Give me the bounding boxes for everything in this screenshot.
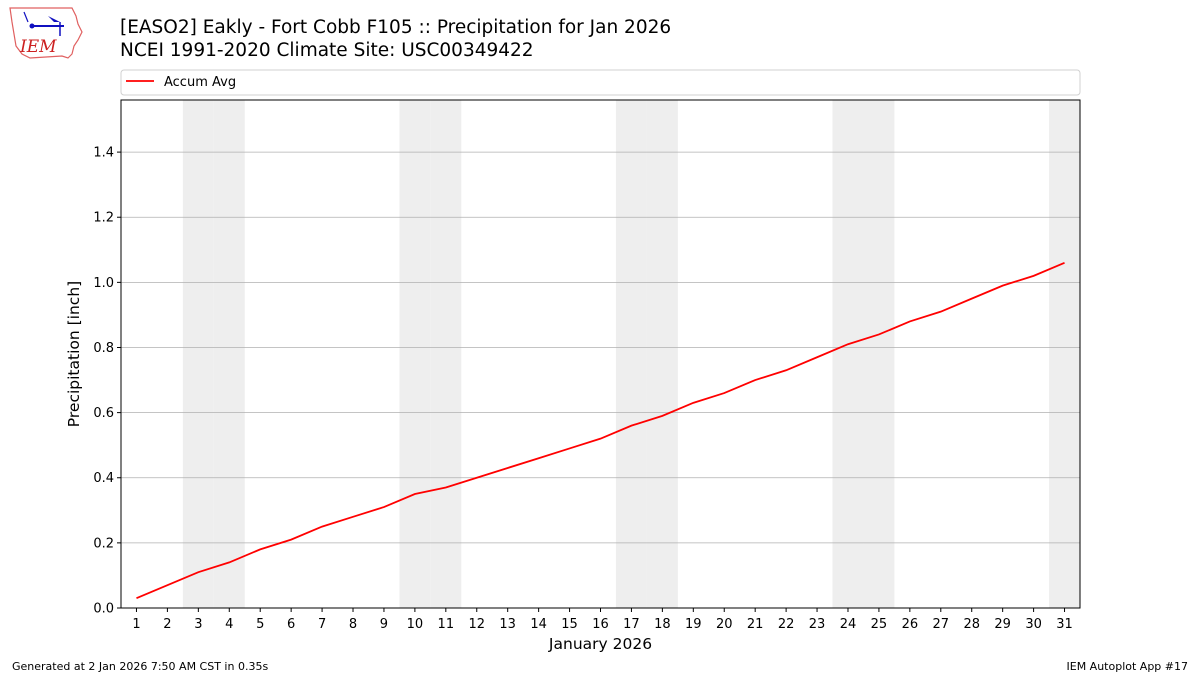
x-tick-label: 20 [716, 617, 733, 632]
x-tick-label: 28 [963, 617, 980, 632]
weekend-band [832, 100, 864, 608]
x-tick-label: 8 [349, 617, 357, 632]
x-tick-label: 17 [623, 617, 640, 632]
weekend-band [1049, 100, 1080, 608]
chart-subtitle: NCEI 1991-2020 Climate Site: USC00349422 [120, 40, 534, 61]
y-tick-label: 0.0 [93, 602, 114, 617]
x-tick-label: 3 [194, 617, 202, 632]
x-tick-label: 13 [499, 617, 516, 632]
x-tick-label: 29 [994, 617, 1011, 632]
x-tick-label: 16 [592, 617, 609, 632]
x-tick-label: 22 [778, 617, 795, 632]
x-tick-label: 25 [871, 617, 888, 632]
y-axis-label: Precipitation [inch] [65, 281, 83, 427]
y-tick-label: 1.2 [93, 211, 114, 226]
y-tick-label: 0.6 [93, 406, 114, 421]
x-tick-label: 9 [380, 617, 388, 632]
x-tick-label: 23 [809, 617, 826, 632]
weekend-band [646, 100, 678, 608]
weekend-band [430, 100, 462, 608]
y-tick-label: 0.2 [93, 536, 114, 551]
x-tick-label: 19 [685, 617, 702, 632]
x-tick-label: 1 [132, 617, 140, 632]
x-tick-label: 12 [468, 617, 485, 632]
svg-text:IEM: IEM [19, 37, 57, 57]
app-label: IEM Autoplot App #17 [1066, 660, 1189, 673]
logo: IEM [9, 7, 83, 59]
legend-label: Accum Avg [164, 75, 236, 90]
x-tick-label: 31 [1056, 617, 1073, 632]
x-axis-label: January 2026 [548, 635, 652, 653]
legend-box [120, 69, 1081, 96]
x-tick-label: 21 [747, 617, 764, 632]
weekend-band [615, 100, 647, 608]
generated-timestamp: Generated at 2 Jan 2026 7:50 AM CST in 0… [12, 660, 269, 673]
x-tick-label: 15 [561, 617, 578, 632]
series-line-accum-avg [136, 261, 1065, 600]
x-tick-label: 11 [438, 617, 455, 632]
x-tick-label: 6 [287, 617, 295, 632]
x-tick-label: 4 [225, 617, 233, 632]
x-tick-label: 24 [840, 617, 857, 632]
x-tick-label: 14 [530, 617, 547, 632]
x-tick-label: 18 [654, 617, 671, 632]
y-tick-label: 1.4 [93, 146, 114, 161]
x-tick-label: 30 [1025, 617, 1042, 632]
y-tick-label: 1.0 [93, 276, 114, 291]
weekend-band [213, 100, 245, 608]
x-tick-label: 10 [407, 617, 424, 632]
weekend-band [182, 100, 214, 608]
x-tick-label: 2 [163, 617, 171, 632]
weekend-band [399, 100, 431, 608]
x-tick-label: 27 [933, 617, 950, 632]
plot-frame [120, 99, 1081, 609]
x-tick-label: 7 [318, 617, 326, 632]
weekend-band [863, 100, 895, 608]
chart-title: [EASO2] Eakly - Fort Cobb F105 :: Precip… [120, 17, 672, 38]
x-tick-label: 5 [256, 617, 264, 632]
y-tick-label: 0.4 [93, 471, 114, 486]
x-tick-label: 26 [902, 617, 919, 632]
y-tick-label: 0.8 [93, 341, 114, 356]
